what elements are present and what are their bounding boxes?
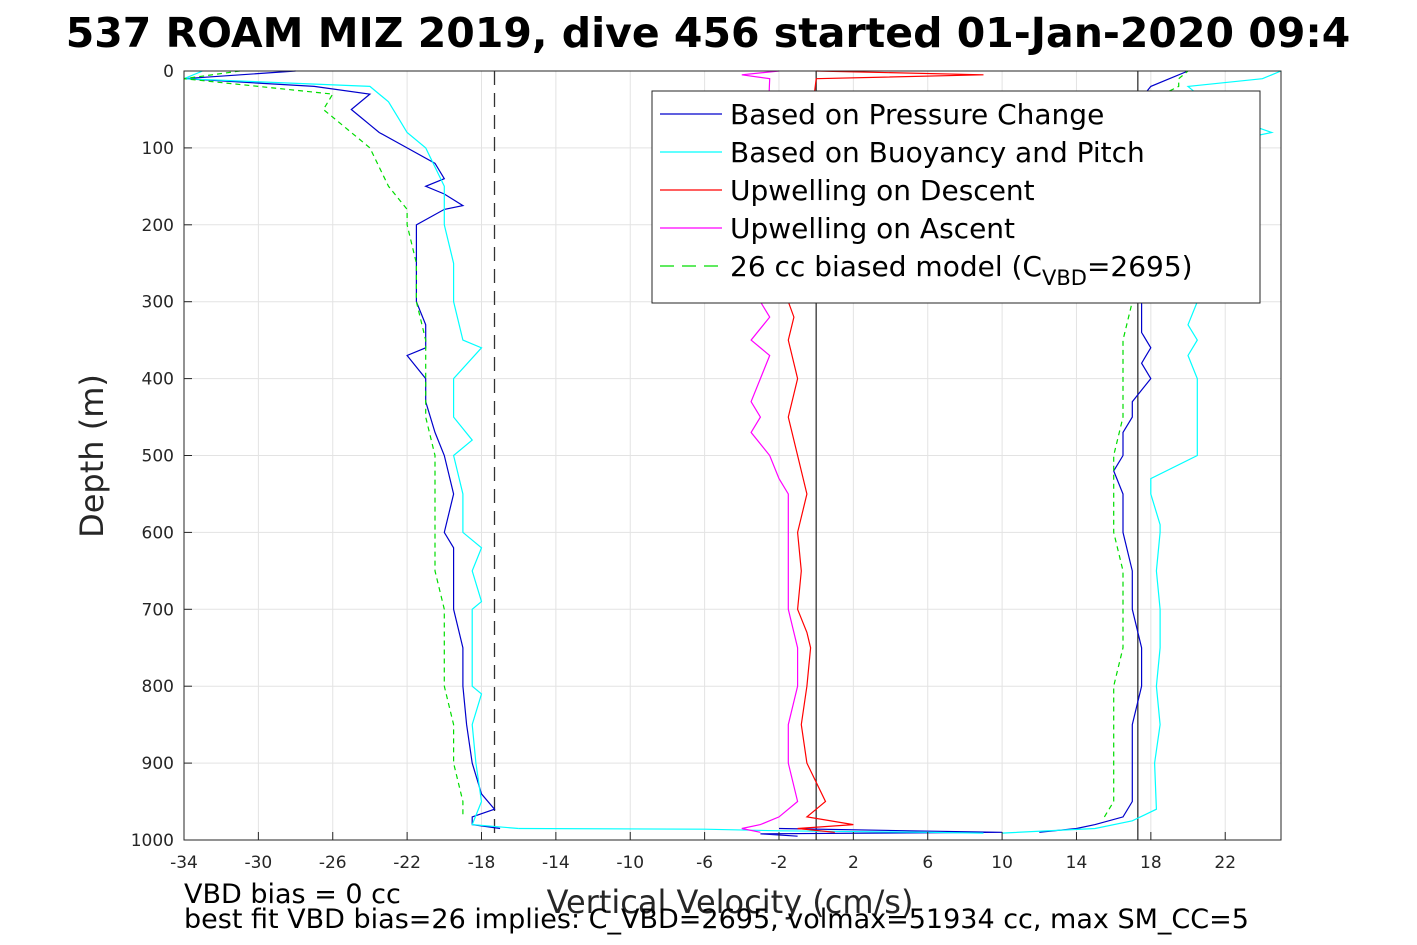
x-tick-label: -10 [616,853,644,873]
vbd-bias-note: VBD bias = 0 cc [184,879,401,910]
x-tick-label: -30 [244,853,272,873]
series-line-buoy_bottom [518,827,984,834]
legend-entry-label: Based on Pressure Change [730,98,1104,131]
x-tick-label: -22 [393,853,421,873]
x-axis-label: Vertical Velocity (cm/s) [547,883,914,921]
y-tick-label: 0 [163,62,174,82]
y-axis-label: Depth (m) [73,374,111,538]
x-tick-label: -2 [771,853,788,873]
legend-entry-label: 26 cc biased model (CVBD=2695) [730,250,1193,290]
chart-title: 537 ROAM MIZ 2019, dive 456 started 01-J… [66,9,1351,57]
legend-entry-label: Based on Buoyancy and Pitch [730,136,1145,169]
legend-entry-label: Upwelling on Descent [730,174,1035,207]
series-line-upwell_descent [787,70,984,833]
x-tick-label: -34 [170,853,198,873]
y-tick-label: 100 [142,139,174,159]
x-tick-label: 10 [991,853,1013,873]
series-line-buoy_descent [183,70,519,830]
y-tick-label: 900 [142,754,174,774]
legend: Based on Pressure Change Based on Buoyanc… [651,90,1261,304]
y-tick-label: 700 [142,600,174,620]
x-tick-label: -18 [468,853,496,873]
x-tick-label: 6 [922,853,933,873]
series-line-upwell_ascent [741,70,799,833]
x-tick-label: -26 [319,853,347,873]
y-tick-label: 500 [142,447,174,467]
x-tick-label: 2 [848,853,859,873]
x-tick-label: 18 [1140,853,1162,873]
y-tick-label: 600 [142,523,174,543]
legend-entry-label: Upwelling on Ascent [730,212,1015,245]
x-tick-label: -14 [542,853,570,873]
y-tick-label: 200 [142,216,174,236]
x-tick-label: 22 [1214,853,1236,873]
x-axis-ticks: -34 -30 -26 -22 -18 -14 -10 -6 -2 2 6 10 14 18 22 [170,832,1236,873]
y-tick-label: 300 [142,293,174,313]
y-tick-label: 400 [142,370,174,390]
best-fit-note: best fit VBD bias=26 implies: C_VBD=2695… [184,904,1249,935]
legend-box [651,90,1261,304]
x-tick-label: 14 [1066,853,1088,873]
y-axis-ticks: 0 100 200 300 400 500 600 700 800 900 1000 [131,62,192,851]
y-tick-label: 800 [142,677,174,697]
y-tick-label: 1000 [131,831,174,851]
x-tick-label: -6 [696,853,713,873]
series-line-model_descent [183,70,464,817]
